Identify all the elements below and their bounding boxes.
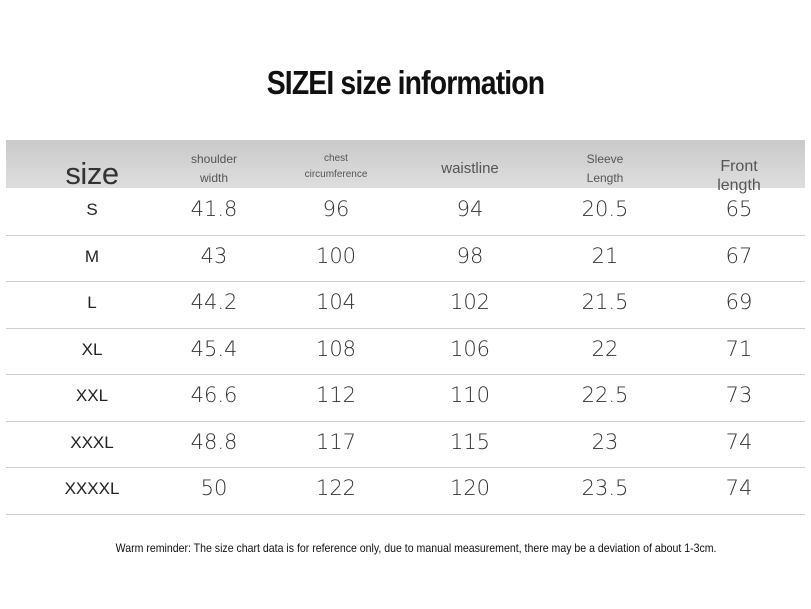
- measurement: 21: [591, 243, 619, 268]
- measurement: 20.5: [581, 197, 629, 221]
- row-separator: [6, 467, 805, 468]
- size-label: M: [84, 246, 100, 266]
- measurement: 74: [725, 429, 753, 454]
- header-cell: shoulder width: [190, 152, 238, 185]
- measurement: 112: [315, 383, 357, 407]
- measurement: 98: [456, 243, 484, 268]
- size-label: XXL: [75, 386, 109, 405]
- size-label: L: [87, 293, 97, 312]
- measurement: 120: [449, 476, 491, 500]
- measurement: 104: [315, 290, 357, 314]
- measurement: 71: [725, 336, 753, 361]
- row-separator: [6, 281, 805, 282]
- measurement: 122: [315, 476, 357, 500]
- measurement: 21.5: [581, 290, 629, 314]
- measurement: 44.2: [190, 290, 238, 314]
- measurement: 22.5: [581, 383, 629, 407]
- header-cell: Sleeve Length: [586, 152, 624, 185]
- header-cell: chest circumference: [304, 153, 368, 180]
- row-separator: [6, 513, 805, 515]
- table-header: [6, 140, 805, 188]
- header-cell: Front length: [717, 158, 761, 194]
- measurement: 115: [449, 429, 491, 454]
- measurement: 45.4: [190, 336, 238, 361]
- size-label: S: [86, 200, 98, 219]
- measurement: 23.5: [581, 476, 629, 500]
- title: SIZEI size information: [266, 64, 545, 101]
- measurement: 67: [725, 243, 753, 268]
- measurement: 41.8: [190, 197, 238, 221]
- note: Warm reminder: The size chart data is fo…: [115, 541, 717, 555]
- measurement: 43: [200, 243, 228, 268]
- measurement: 106: [449, 336, 491, 361]
- measurement: 73: [725, 383, 753, 407]
- size-label: XL: [81, 339, 103, 359]
- measurement: 22: [591, 336, 619, 361]
- size-label: XXXXL: [64, 479, 120, 498]
- measurement: 48.8: [190, 429, 238, 454]
- row-separator: [6, 234, 805, 236]
- measurement: 108: [315, 336, 357, 361]
- measurement: 50: [200, 476, 228, 500]
- measurement: 100: [315, 243, 357, 268]
- measurement: 46.6: [190, 383, 238, 407]
- measurement: 96: [322, 197, 350, 221]
- measurement: 94: [456, 197, 484, 221]
- measurement: 74: [725, 476, 753, 500]
- header-cell: waistline: [441, 160, 499, 177]
- row-separator: [6, 327, 805, 329]
- header-cell: size: [65, 156, 119, 191]
- measurement: 69: [725, 290, 753, 314]
- measurement: 110: [449, 383, 491, 407]
- size-label: XXXL: [70, 432, 114, 452]
- measurement: 23: [591, 429, 619, 454]
- measurement: 102: [449, 290, 491, 314]
- row-separator: [6, 374, 805, 375]
- measurement: 117: [315, 429, 357, 454]
- row-separator: [6, 420, 805, 422]
- measurement: 65: [725, 197, 753, 221]
